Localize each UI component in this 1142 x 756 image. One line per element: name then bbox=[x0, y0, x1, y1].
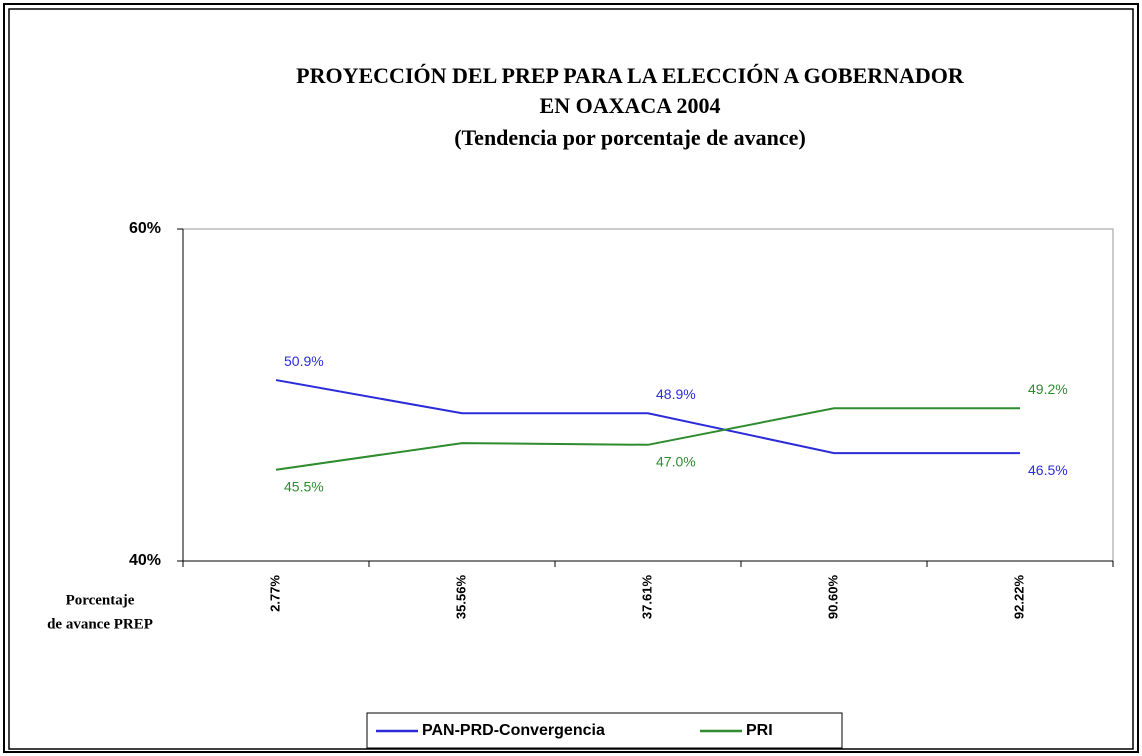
series-line bbox=[275, 379, 1020, 455]
x-tick-label: 2.77% bbox=[267, 575, 282, 612]
x-tick-label: 90.60% bbox=[825, 575, 840, 620]
legend bbox=[366, 712, 843, 749]
chart-title: PROYECCIÓN DEL PREP PARA LA ELECCIÓN A G… bbox=[296, 63, 965, 88]
chart-subtitle: (Tendencia por porcentaje de avance) bbox=[454, 125, 806, 150]
data-label: 46.5% bbox=[1028, 462, 1068, 478]
outer-border bbox=[3, 3, 1139, 753]
x-tick-label: 92.22% bbox=[1011, 575, 1026, 620]
chart-title: EN OAXACA 2004 bbox=[540, 93, 721, 118]
x-tick-label: 37.61% bbox=[639, 575, 654, 620]
x-axis-label: de avance PREP bbox=[47, 616, 153, 632]
y-tick-label: 60% bbox=[129, 220, 161, 237]
legend-label: PAN-PRD-Convergencia bbox=[422, 722, 605, 739]
legend-label: PRI bbox=[746, 722, 773, 739]
data-label: 45.5% bbox=[284, 478, 324, 494]
data-label: 47.0% bbox=[656, 454, 696, 470]
inner-border bbox=[8, 8, 1134, 750]
data-label: 50.9% bbox=[284, 353, 324, 369]
data-label: 49.2% bbox=[1028, 381, 1068, 397]
data-label: 48.9% bbox=[656, 386, 696, 402]
x-tick-label: 35.56% bbox=[453, 575, 468, 620]
x-axis-label: Porcentaje bbox=[66, 592, 135, 608]
plot-area bbox=[182, 228, 1114, 562]
y-tick-label: 40% bbox=[129, 552, 161, 569]
series-line bbox=[275, 407, 1020, 471]
